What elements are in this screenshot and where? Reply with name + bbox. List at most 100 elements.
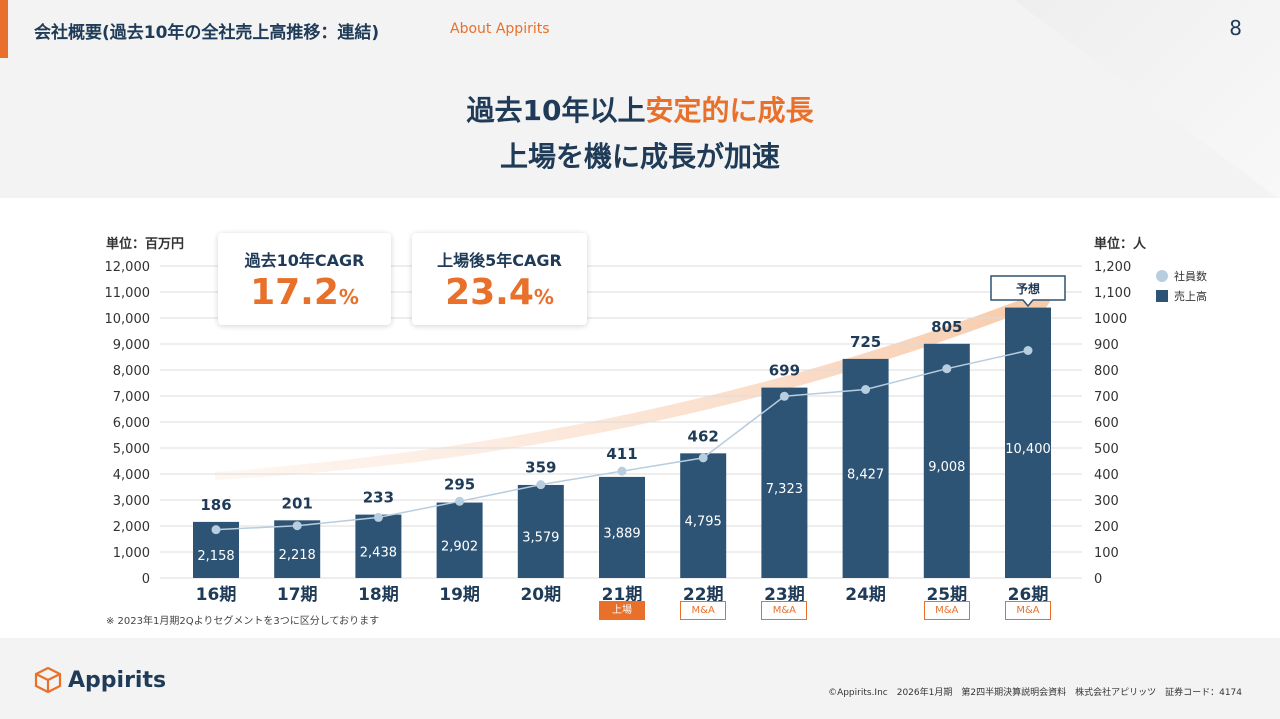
right-tick-label: 300 xyxy=(1094,494,1119,509)
employee-value-label: 411 xyxy=(606,445,637,463)
left-tick-label: 1,000 xyxy=(113,546,150,561)
company-logo: Appirits xyxy=(34,666,166,694)
sales-value-label: 2,218 xyxy=(279,548,316,563)
employee-value-label: 295 xyxy=(444,475,475,493)
category-label: 18期 xyxy=(358,585,399,605)
right-tick-label: 400 xyxy=(1094,468,1119,483)
employee-point xyxy=(617,466,627,476)
employee-point xyxy=(536,480,546,490)
event-tag: 上場 xyxy=(599,601,645,620)
category-label: 16期 xyxy=(196,585,237,605)
right-axis-unit: 単位：人 xyxy=(1094,237,1147,252)
event-tag: M&A xyxy=(923,601,970,620)
employee-point xyxy=(861,385,871,394)
sales-value-label: 7,323 xyxy=(766,482,803,497)
sales-bar xyxy=(517,484,564,578)
employee-value-label: 699 xyxy=(769,362,800,380)
employee-value-label: 805 xyxy=(931,318,962,336)
employee-value-label: 186 xyxy=(200,496,231,514)
right-tick-label: 900 xyxy=(1094,338,1119,353)
sales-value-label: 2,158 xyxy=(197,549,234,564)
sales-bar xyxy=(436,502,483,578)
event-tag: M&A xyxy=(1005,601,1051,620)
square-marker-icon xyxy=(1156,290,1168,302)
category-label: 26期 xyxy=(1008,585,1049,605)
footer-text: ©Appirits.Inc 2026年1月期 第2四半期決算説明会資料 株式会社… xyxy=(828,688,1242,698)
sales-bar xyxy=(355,514,402,578)
cube-logo-icon xyxy=(34,666,62,694)
sales-bar xyxy=(680,453,727,578)
right-tick-label: 100 xyxy=(1094,546,1119,561)
left-tick-label: 4,000 xyxy=(113,468,150,483)
cagr-label: 上場後5年CAGR xyxy=(437,251,562,270)
left-tick-label: 3,000 xyxy=(113,494,150,509)
page-header-title: 会社概要(過去10年の全社売上高推移：連結) xyxy=(34,23,380,43)
legend-item-sales: 売上高 xyxy=(1156,286,1207,306)
category-label: 17期 xyxy=(277,585,318,605)
right-tick-label: 200 xyxy=(1094,520,1119,535)
employee-point xyxy=(1023,346,1033,355)
sales-value-label: 2,902 xyxy=(441,539,478,554)
cagr-card-10y: 過去10年CAGR 17.2% xyxy=(218,233,391,325)
employee-point xyxy=(942,364,952,374)
sales-bar xyxy=(599,476,645,578)
headline: 過去10年以上安定的に成長 上場を機に成長が加速 xyxy=(0,88,1280,180)
page-number: 8 xyxy=(1229,16,1242,40)
right-tick-label: 800 xyxy=(1094,364,1119,379)
employee-point xyxy=(292,521,302,531)
legend: 社員数 売上高 xyxy=(1156,266,1207,306)
right-tick-label: 1000 xyxy=(1094,312,1127,327)
headline-highlight: 安定的に成長 xyxy=(645,94,814,127)
left-tick-label: 5,000 xyxy=(113,442,150,457)
category-label: 23期 xyxy=(764,585,805,605)
right-tick-label: 0 xyxy=(1094,572,1102,587)
forecast-label: 予想 xyxy=(1016,281,1040,296)
left-tick-label: 9,000 xyxy=(113,338,150,353)
category-label: 20期 xyxy=(520,585,561,605)
left-tick-label: 6,000 xyxy=(113,416,150,431)
logo-text: Appirits xyxy=(68,667,167,693)
employee-value-label: 359 xyxy=(525,459,556,477)
employee-point xyxy=(455,496,465,506)
circle-marker-icon xyxy=(1156,270,1168,282)
right-tick-label: 600 xyxy=(1094,416,1119,431)
sales-bar xyxy=(761,387,808,578)
sales-value-label: 9,008 xyxy=(928,460,965,475)
sales-bar xyxy=(923,343,970,578)
employee-point xyxy=(211,525,221,535)
sales-bar xyxy=(842,358,889,578)
cagr-value: 23.4 xyxy=(445,272,534,313)
cagr-unit: % xyxy=(338,285,359,309)
right-tick-label: 1,200 xyxy=(1094,260,1131,275)
employee-value-label: 462 xyxy=(688,427,719,445)
employee-value-label: 201 xyxy=(282,494,313,512)
cagr-value: 17.2 xyxy=(250,272,339,313)
legend-label: 売上高 xyxy=(1174,290,1207,303)
sales-value-label: 8,427 xyxy=(847,467,884,482)
sales-value-label: 2,438 xyxy=(360,545,397,560)
sales-value-label: 3,579 xyxy=(522,530,559,545)
left-tick-label: 8,000 xyxy=(113,364,150,379)
category-label: 25期 xyxy=(926,585,967,605)
employee-point xyxy=(779,391,789,401)
left-axis-unit: 単位：百万円 xyxy=(106,237,185,252)
employee-value-label: 725 xyxy=(850,333,881,351)
right-tick-label: 1,100 xyxy=(1094,286,1131,301)
left-tick-label: 11,000 xyxy=(105,286,151,301)
headline-line2: 上場を機に成長が加速 xyxy=(499,140,780,173)
headline-part: 過去10年以上 xyxy=(466,94,646,127)
category-label: 22期 xyxy=(683,585,724,605)
employee-value-label: 233 xyxy=(363,489,394,507)
left-tick-label: 10,000 xyxy=(105,312,151,327)
event-tag: M&A xyxy=(761,601,808,620)
right-tick-label: 500 xyxy=(1094,442,1119,457)
left-tick-label: 7,000 xyxy=(113,390,150,405)
legend-label: 社員数 xyxy=(1174,270,1207,283)
cagr-label: 過去10年CAGR xyxy=(244,251,365,270)
page-header-subtitle: About Appirits xyxy=(450,21,550,37)
cagr-card-5y: 上場後5年CAGR 23.4% xyxy=(412,233,587,325)
left-tick-label: 0 xyxy=(142,572,150,587)
right-tick-label: 700 xyxy=(1094,390,1119,405)
footnote: ※ 2023年1月期2Qよりセグメントを3つに区分しております xyxy=(106,616,380,627)
